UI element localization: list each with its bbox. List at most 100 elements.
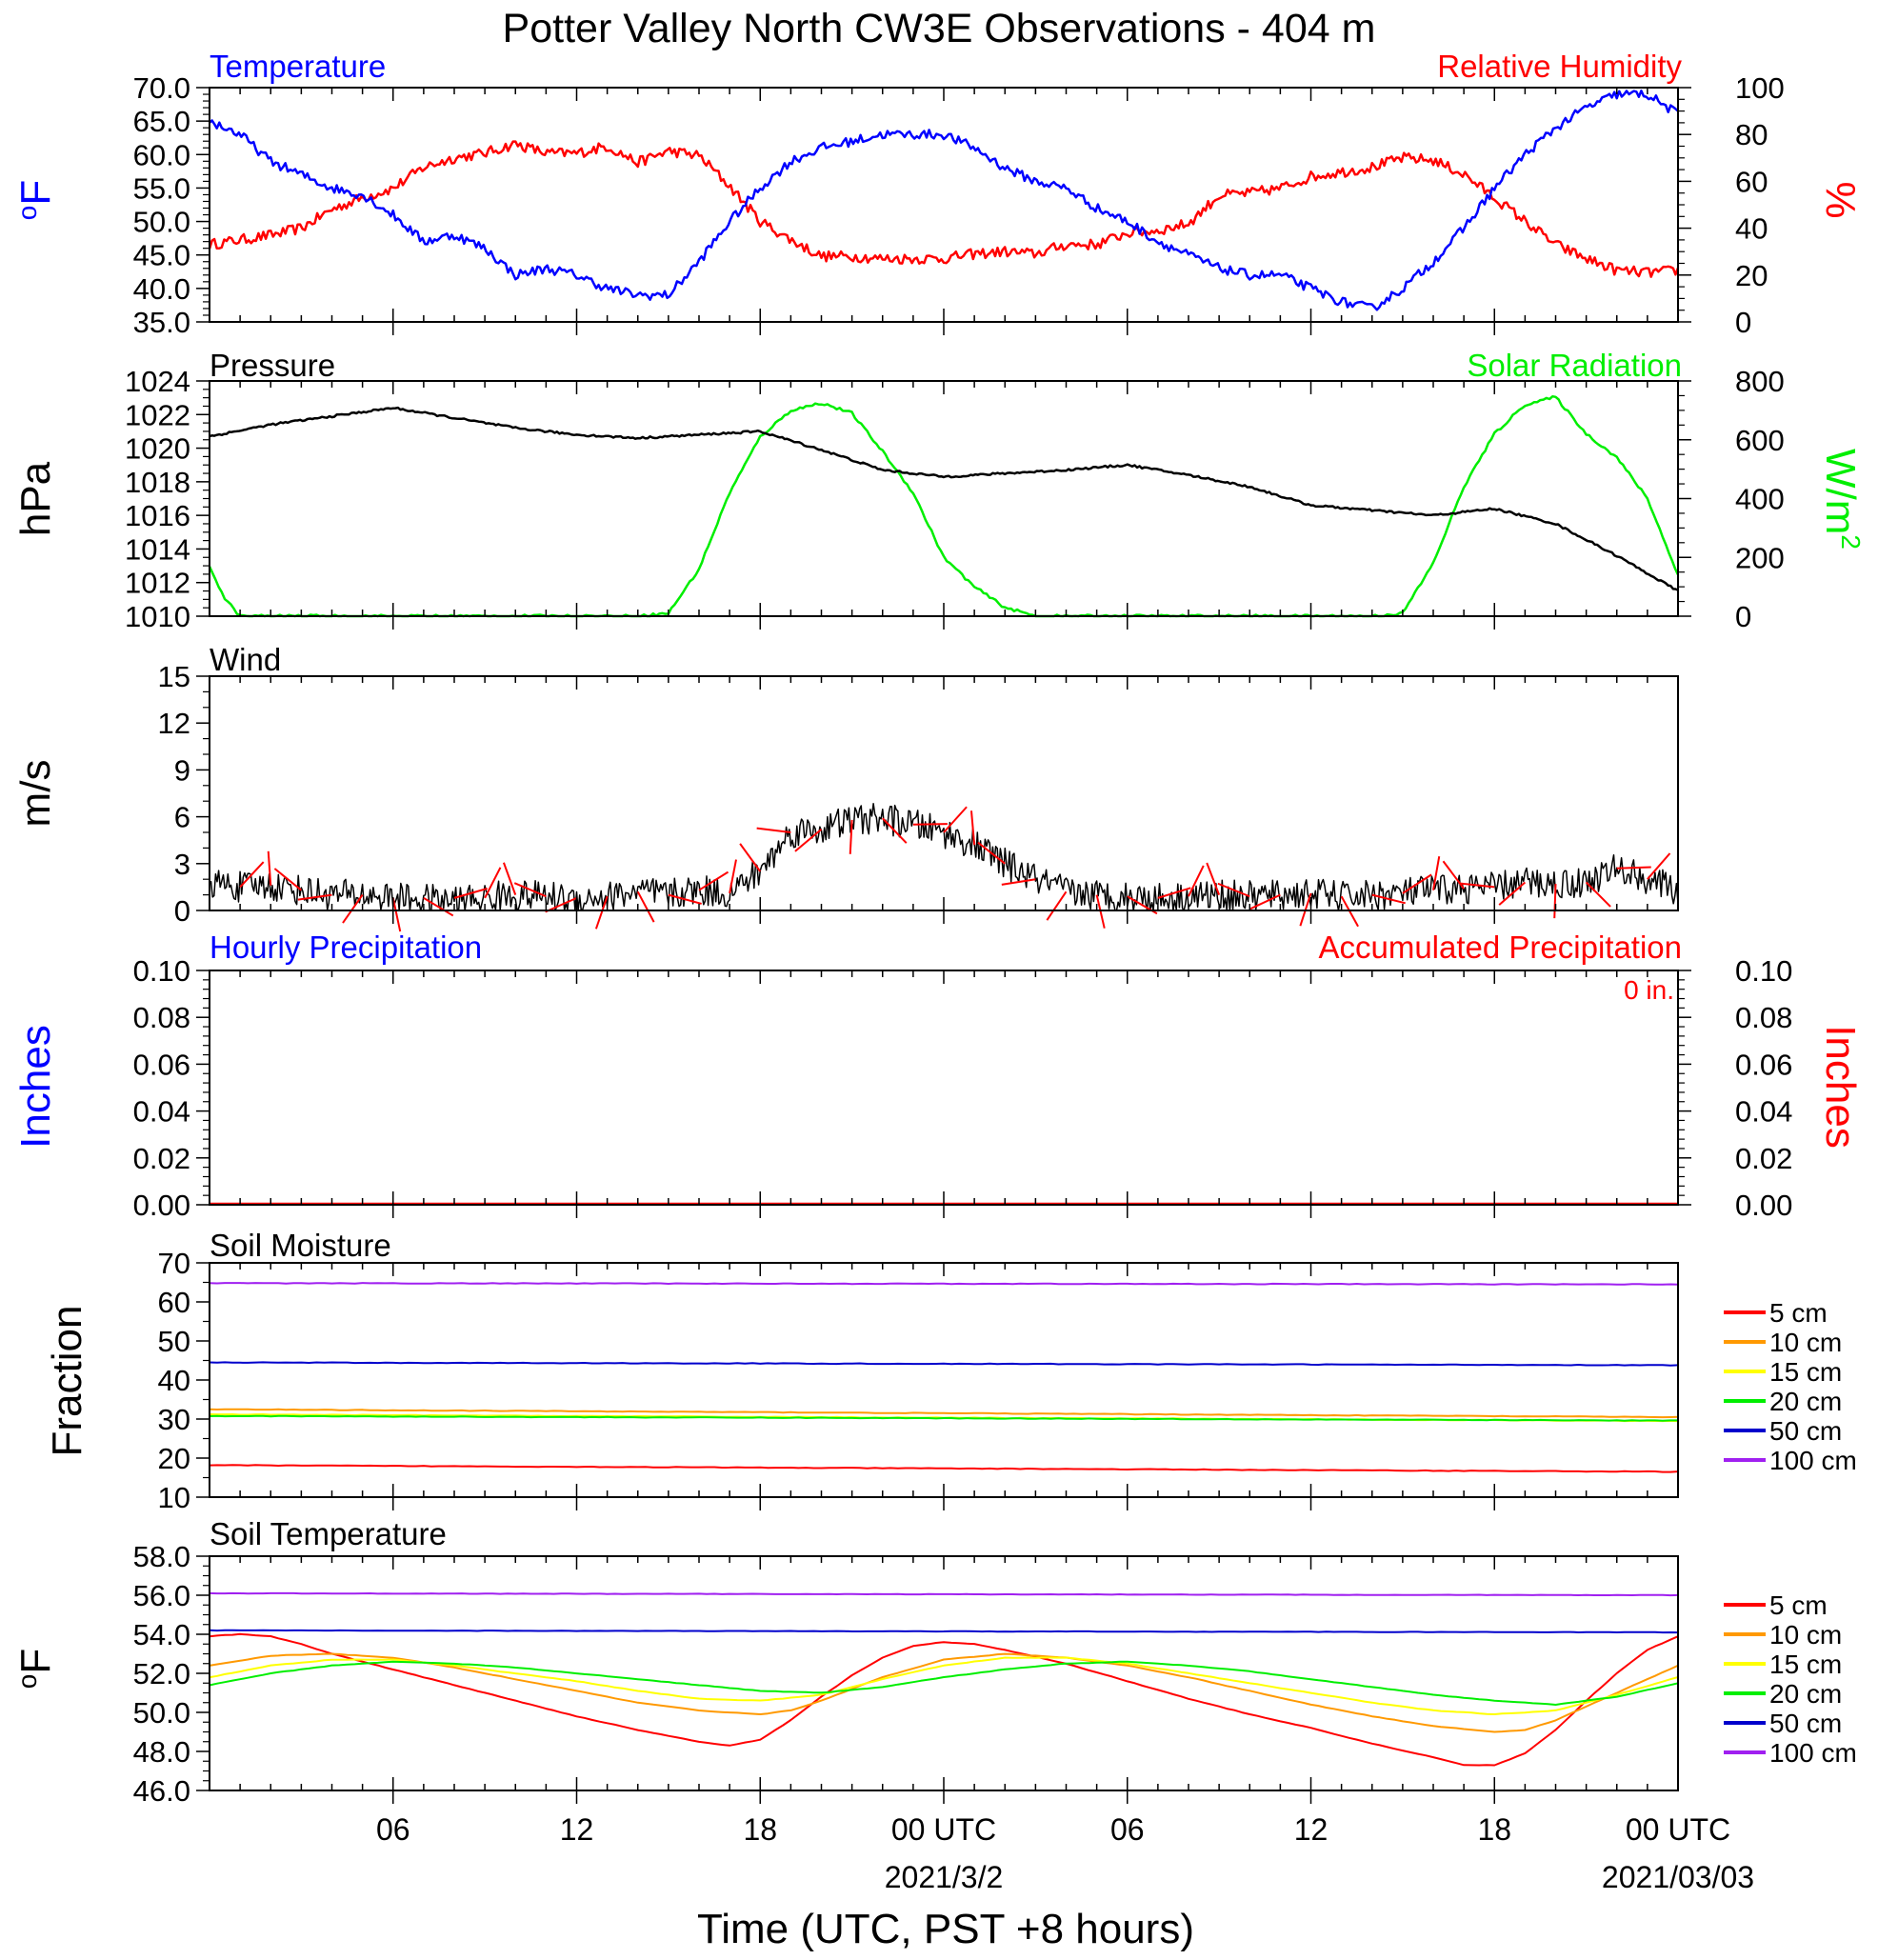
pressure-ytick-label: 1018	[125, 466, 190, 499]
rh-ytick-right-label: 80	[1735, 118, 1768, 151]
temp-ytick-label: 65.0	[133, 105, 190, 138]
wind-barb	[1498, 881, 1527, 906]
legend-label: 5 cm	[1769, 1590, 1828, 1620]
pressure-ytick-label: 1024	[125, 365, 190, 398]
soil-moisture-series-line	[209, 1361, 1679, 1367]
legend-label: 100 cm	[1769, 1446, 1857, 1475]
temp-ytick-label: 70.0	[133, 71, 190, 105]
wind-barb	[756, 827, 791, 833]
solar-ytick-right-label: 400	[1735, 483, 1785, 516]
wind-barb	[794, 828, 823, 852]
rh-ytick-right-label: 60	[1735, 165, 1768, 198]
wind-label: Wind	[210, 642, 281, 677]
solar-radiation-label: Solar Radiation	[1467, 348, 1682, 383]
soil-temp-ytick-label: 56.0	[133, 1579, 190, 1612]
precip-ytick-label: 0.06	[133, 1048, 190, 1081]
legend-label: 10 cm	[1769, 1620, 1842, 1650]
soil-temp-series-line	[209, 1629, 1679, 1634]
legend-label: 5 cm	[1769, 1298, 1828, 1328]
accum-ytick-right-label: 0.04	[1735, 1095, 1792, 1129]
precip-ytick-label: 0.00	[133, 1189, 190, 1222]
rh-ytick-right-label: 40	[1735, 212, 1768, 246]
wind-barb	[943, 806, 968, 833]
degree-symbol: o	[12, 206, 42, 221]
wind-barb	[1553, 884, 1557, 919]
temp-ytick-label: 55.0	[133, 171, 190, 205]
soil-temp-series-line	[209, 1652, 1679, 1733]
relative-humidity-label: Relative Humidity	[1437, 49, 1682, 84]
soil-moisture-series-line	[209, 1414, 1678, 1422]
legend-label: 50 cm	[1769, 1416, 1842, 1446]
solar-ytick-right-label: 800	[1735, 365, 1785, 398]
legend-label: 20 cm	[1769, 1387, 1842, 1416]
soil-moisture-label: Soil Moisture	[210, 1228, 391, 1263]
soil-moisture-panel: Soil Moisture Fraction 70 60 50 40 30 20 10	[44, 1228, 1679, 1514]
wind-barb	[267, 850, 272, 886]
wind-barb	[882, 817, 908, 844]
x-tick-label: 18	[1477, 1812, 1511, 1847]
temp-ytick-label: 60.0	[133, 138, 190, 171]
wind-barb	[668, 893, 702, 905]
soil-temp-plot: 58.0 56.0 54.0 52.0 50.0 48.0 46.0	[133, 1540, 1679, 1808]
temp-ytick-label: 40.0	[133, 272, 190, 306]
soil-moisture-ytick-label: 60	[158, 1286, 190, 1319]
wind-barb	[391, 897, 402, 932]
soil-moisture-ytick-label: 40	[158, 1364, 190, 1397]
pressure-ytick-label: 1016	[125, 499, 190, 532]
pressure-series-line	[209, 406, 1679, 591]
precip-ytick-label: 0.10	[133, 954, 190, 988]
precip-ytick-label: 0.04	[133, 1095, 190, 1129]
wind-barb	[484, 867, 502, 899]
wind-barb	[698, 870, 729, 891]
wind-barb	[273, 868, 303, 891]
precip-plot: 0.10 0.08 0.06 0.04 0.02 0.00 0.10 0.08 0.06 0.04…	[133, 954, 1793, 1222]
chart-title: Potter Valley North CW3E Observations - …	[503, 6, 1376, 51]
temp-rh-plot: 70.065.060.055.050.045.040.035.0 100 80 60 4…	[133, 71, 1785, 339]
wind-barb	[912, 823, 948, 826]
soil-temp-ytick-label: 50.0	[133, 1696, 190, 1730]
rh-ytick-right-label: 20	[1735, 259, 1768, 292]
legend-label: 10 cm	[1769, 1328, 1842, 1357]
precip-ytick-label: 0.02	[133, 1142, 190, 1175]
legend-label: 100 cm	[1769, 1738, 1857, 1768]
soil-temp-ytick-label: 52.0	[133, 1657, 190, 1690]
wind-barb	[1206, 862, 1221, 895]
temp-unit-label: oF	[12, 180, 59, 220]
wind-barb	[1585, 881, 1611, 908]
wind-barb	[1647, 852, 1671, 880]
x-tick-label: 06	[376, 1812, 410, 1847]
wind-ytick-label: 12	[158, 707, 190, 740]
temp-ytick-label: 50.0	[133, 206, 190, 239]
wind-speed-series-line	[209, 803, 1679, 911]
x-axis-title: Time (UTC, PST +8 hours)	[697, 1906, 1194, 1952]
temperature-label: Temperature	[210, 49, 386, 84]
solar-unit-label: W/m2	[1817, 449, 1866, 550]
soil-moisture-ytick-label: 30	[158, 1403, 190, 1436]
accum-ytick-right-label: 0.02	[1735, 1142, 1792, 1175]
legend-label: 20 cm	[1769, 1679, 1842, 1709]
pressure-solar-panel: Pressure Solar Radiation hPa W/m2 102410…	[12, 348, 1866, 633]
soil-temp-series-line	[209, 1632, 1679, 1767]
solar-ytick-right-label: 600	[1735, 424, 1785, 457]
wind-barb	[969, 810, 976, 846]
soil-temp-panel: Soil Temperature oF 58.0 56.0 54.0 52.0 50.0…	[12, 1516, 1679, 1808]
pressure-ytick-label: 1010	[125, 600, 190, 633]
wind-barb	[729, 859, 737, 894]
wind-barb	[1095, 894, 1106, 929]
x-tick-label: 06	[1110, 1812, 1145, 1847]
precip-panel: Hourly Precipitation Accumulated Precipi…	[12, 930, 1864, 1222]
x-tick-label: 00 UTC	[891, 1812, 996, 1847]
pressure-ytick-label: 1012	[125, 567, 190, 600]
pressure-ytick-label: 1020	[125, 432, 190, 466]
soil-moisture-series-line	[209, 1282, 1679, 1286]
soil-temp-series-line	[209, 1591, 1679, 1597]
soil-moisture-series-line	[209, 1464, 1679, 1473]
soil-temp-series-line	[209, 1660, 1679, 1706]
wind-ytick-label: 6	[174, 801, 190, 834]
accum-precip-value: 0 in.	[1624, 975, 1674, 1005]
wind-ytick-label: 3	[174, 848, 190, 881]
solar-ytick-right-label: 200	[1735, 541, 1785, 574]
fahrenheit-symbol: F	[12, 180, 59, 206]
